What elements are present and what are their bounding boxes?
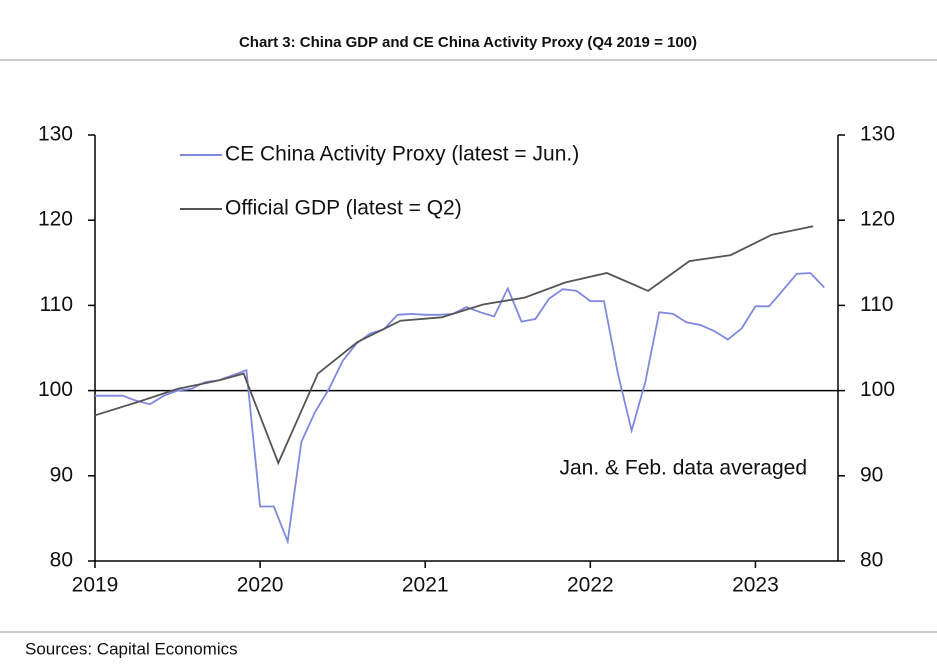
- x-tick-label: 2021: [402, 574, 449, 597]
- legend-label: CE China Activity Proxy (latest = Jun.): [225, 143, 579, 166]
- y2-tick-label: 100: [860, 378, 895, 401]
- legend-label: Official GDP (latest = Q2): [225, 197, 462, 220]
- y-tick-label: 130: [38, 123, 73, 146]
- x-tick-label: 2019: [72, 574, 119, 597]
- x-tick-label: 2023: [732, 574, 779, 597]
- y2-tick-label: 80: [860, 549, 883, 572]
- x-tick-label: 2020: [237, 574, 284, 597]
- y2-tick-label: 90: [860, 463, 883, 486]
- y-tick-label: 120: [38, 208, 73, 231]
- y-tick-label: 90: [50, 463, 73, 486]
- y-tick-label: 110: [40, 293, 73, 316]
- source: Sources: Capital Economics: [25, 639, 238, 658]
- y2-tick-label: 120: [860, 208, 895, 231]
- series-line: [95, 272, 825, 545]
- x-tick-label: 2022: [567, 574, 614, 597]
- y2-tick-label: 130: [860, 123, 895, 146]
- annotation: Jan. & Feb. data averaged: [560, 457, 808, 480]
- y-tick-label: 80: [50, 549, 73, 572]
- y-tick-label: 100: [38, 378, 73, 401]
- series-line: [94, 225, 814, 466]
- chart-title: Chart 3: China GDP and CE China Activity…: [239, 34, 697, 51]
- y2-tick-label: 110: [860, 293, 893, 316]
